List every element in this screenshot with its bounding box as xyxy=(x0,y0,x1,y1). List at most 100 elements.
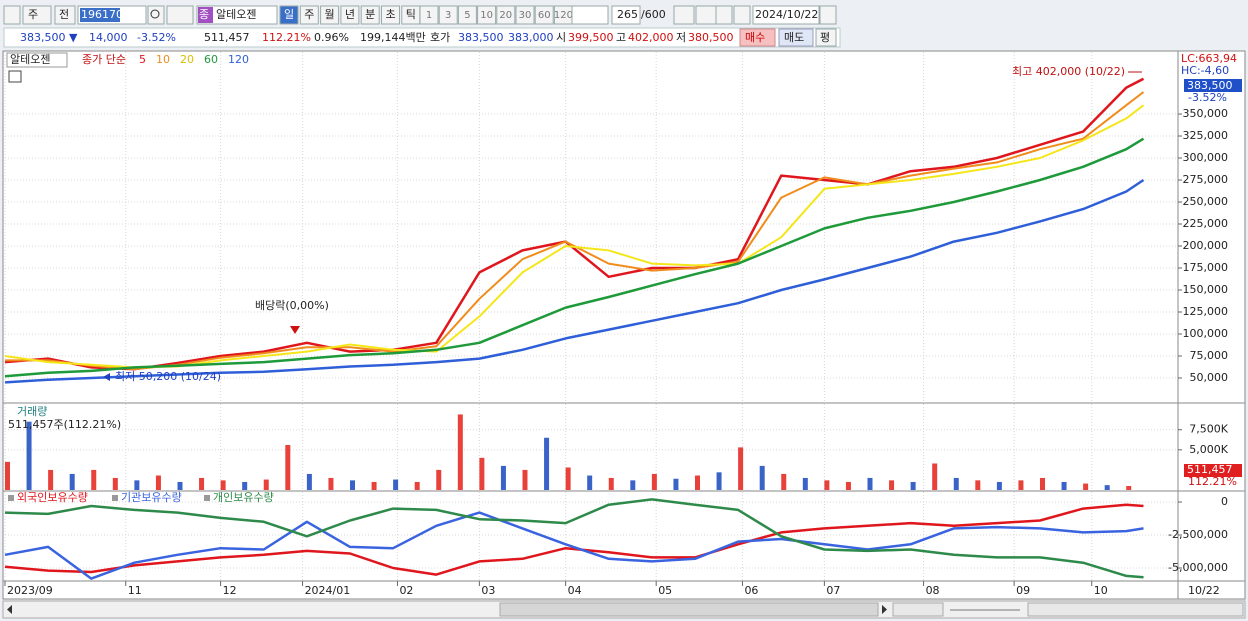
y-tick-label: 250,000 xyxy=(1183,195,1229,208)
sell-button[interactable] xyxy=(778,28,814,47)
volume-bar xyxy=(910,481,916,490)
legend-prefix: 종가 단순 xyxy=(82,53,126,66)
period-button[interactable] xyxy=(381,5,400,25)
x-tick-label: 04 xyxy=(568,584,582,597)
volume-bar xyxy=(91,469,97,490)
scroll-right[interactable] xyxy=(882,605,887,614)
last-price-box xyxy=(1184,79,1242,92)
bid: 383,000 xyxy=(508,31,554,44)
volume-bar xyxy=(69,473,75,490)
tool-button[interactable] xyxy=(695,5,717,25)
scroll-thumb[interactable] xyxy=(499,602,879,617)
volume-bar xyxy=(781,473,787,490)
high-label: 고 xyxy=(616,31,626,44)
period-button[interactable] xyxy=(279,5,299,25)
volume-bar xyxy=(177,481,183,490)
interval-button[interactable] xyxy=(515,5,535,25)
volume-bar xyxy=(134,480,140,490)
interval-button[interactable] xyxy=(457,5,477,25)
volume-bar xyxy=(1083,483,1089,490)
period-button[interactable] xyxy=(299,5,319,25)
buy: 매수 xyxy=(745,31,765,44)
volume-bar xyxy=(285,444,291,490)
market-select[interactable] xyxy=(22,5,52,25)
interval-button[interactable] xyxy=(534,5,554,25)
lc-label: LC:663,94 xyxy=(1181,52,1237,65)
volume-bar xyxy=(608,477,614,490)
nav-buttons[interactable] xyxy=(892,602,944,617)
volume-bar xyxy=(5,461,10,490)
scroll-left[interactable] xyxy=(7,605,12,614)
x-tick-label: 08 xyxy=(926,584,940,597)
interval-combo[interactable] xyxy=(571,5,609,25)
tool-button[interactable] xyxy=(673,5,695,25)
series-line xyxy=(4,503,1144,576)
prev-button[interactable] xyxy=(54,5,76,25)
x-tick-label: 06 xyxy=(744,584,758,597)
volume-bar xyxy=(651,473,657,490)
y-tick-label: -2,500,000 xyxy=(1168,528,1228,541)
calendar-button[interactable] xyxy=(819,5,837,25)
series-line xyxy=(4,137,1145,378)
series-line xyxy=(5,91,1145,371)
volume-bar xyxy=(522,469,528,490)
name-box[interactable] xyxy=(196,5,278,25)
period-button[interactable] xyxy=(360,5,380,25)
volume-bar xyxy=(1061,481,1067,490)
open: 399,500 xyxy=(568,31,614,44)
info-bar: 383,500 ▼ 14,000 -3.52% 511,457 112.21% … xyxy=(3,27,841,48)
interval-button[interactable] xyxy=(496,5,516,25)
code: 196170 xyxy=(81,8,123,21)
y-tick-label: 325,000 xyxy=(1183,129,1229,142)
y-tick-label: 50,000 xyxy=(1190,371,1229,384)
volume-bar xyxy=(393,479,399,490)
y-tick-label: 125,000 xyxy=(1183,305,1229,318)
buy-button[interactable] xyxy=(739,28,776,47)
period-button[interactable] xyxy=(320,5,340,25)
save-button[interactable] xyxy=(715,5,733,25)
search-icon xyxy=(150,9,160,19)
volume-bar xyxy=(328,477,334,490)
holdings-panel xyxy=(2,490,1246,582)
interval-label: 3 xyxy=(445,10,451,21)
annotation-low: 최저 50,200 (10/24) xyxy=(115,370,221,383)
eval: 평 xyxy=(820,31,830,44)
y-tick-label: 225,000 xyxy=(1183,217,1229,230)
y-tick-label: 7,500K xyxy=(1189,423,1228,436)
y-tick-label: 275,000 xyxy=(1183,173,1229,186)
eval-button[interactable] xyxy=(815,28,837,47)
search-button[interactable] xyxy=(147,5,165,25)
interval-button[interactable] xyxy=(477,5,497,25)
volume-bar xyxy=(587,475,593,490)
interval-button[interactable] xyxy=(438,5,458,25)
interval-button[interactable] xyxy=(419,5,439,25)
period-button[interactable] xyxy=(340,5,360,25)
period-label: 일 xyxy=(284,7,294,21)
settings-button[interactable] xyxy=(733,5,751,25)
menu-icon[interactable] xyxy=(3,5,21,25)
table-icon[interactable] xyxy=(8,70,22,83)
legend-entry: 120 xyxy=(228,53,249,66)
date-box[interactable] xyxy=(752,5,820,25)
period-label: 주 xyxy=(304,8,314,21)
x-tick-label: 2023/09 xyxy=(7,584,53,597)
x-tick-label: 09 xyxy=(1016,584,1030,597)
annotation-dividend: 배당락(0,00%) xyxy=(255,299,329,312)
volume-bar xyxy=(436,469,442,490)
volume-bar xyxy=(479,457,485,490)
volume-bar xyxy=(867,477,873,490)
price-panel xyxy=(2,50,1246,404)
volume-bar xyxy=(824,480,830,490)
low-label: 저 xyxy=(676,31,686,44)
open-label: 시 xyxy=(556,31,566,44)
volume-bar xyxy=(673,478,679,490)
tool-icons[interactable] xyxy=(1027,602,1244,617)
legend-entry: 5 xyxy=(139,53,146,66)
period-label: 년 xyxy=(345,8,355,21)
sound-button[interactable] xyxy=(166,5,194,25)
volume-bar xyxy=(500,465,506,490)
count-box[interactable] xyxy=(611,5,641,25)
volume-bar xyxy=(371,481,377,490)
volume-bar xyxy=(414,481,420,490)
series-line xyxy=(4,178,1145,384)
